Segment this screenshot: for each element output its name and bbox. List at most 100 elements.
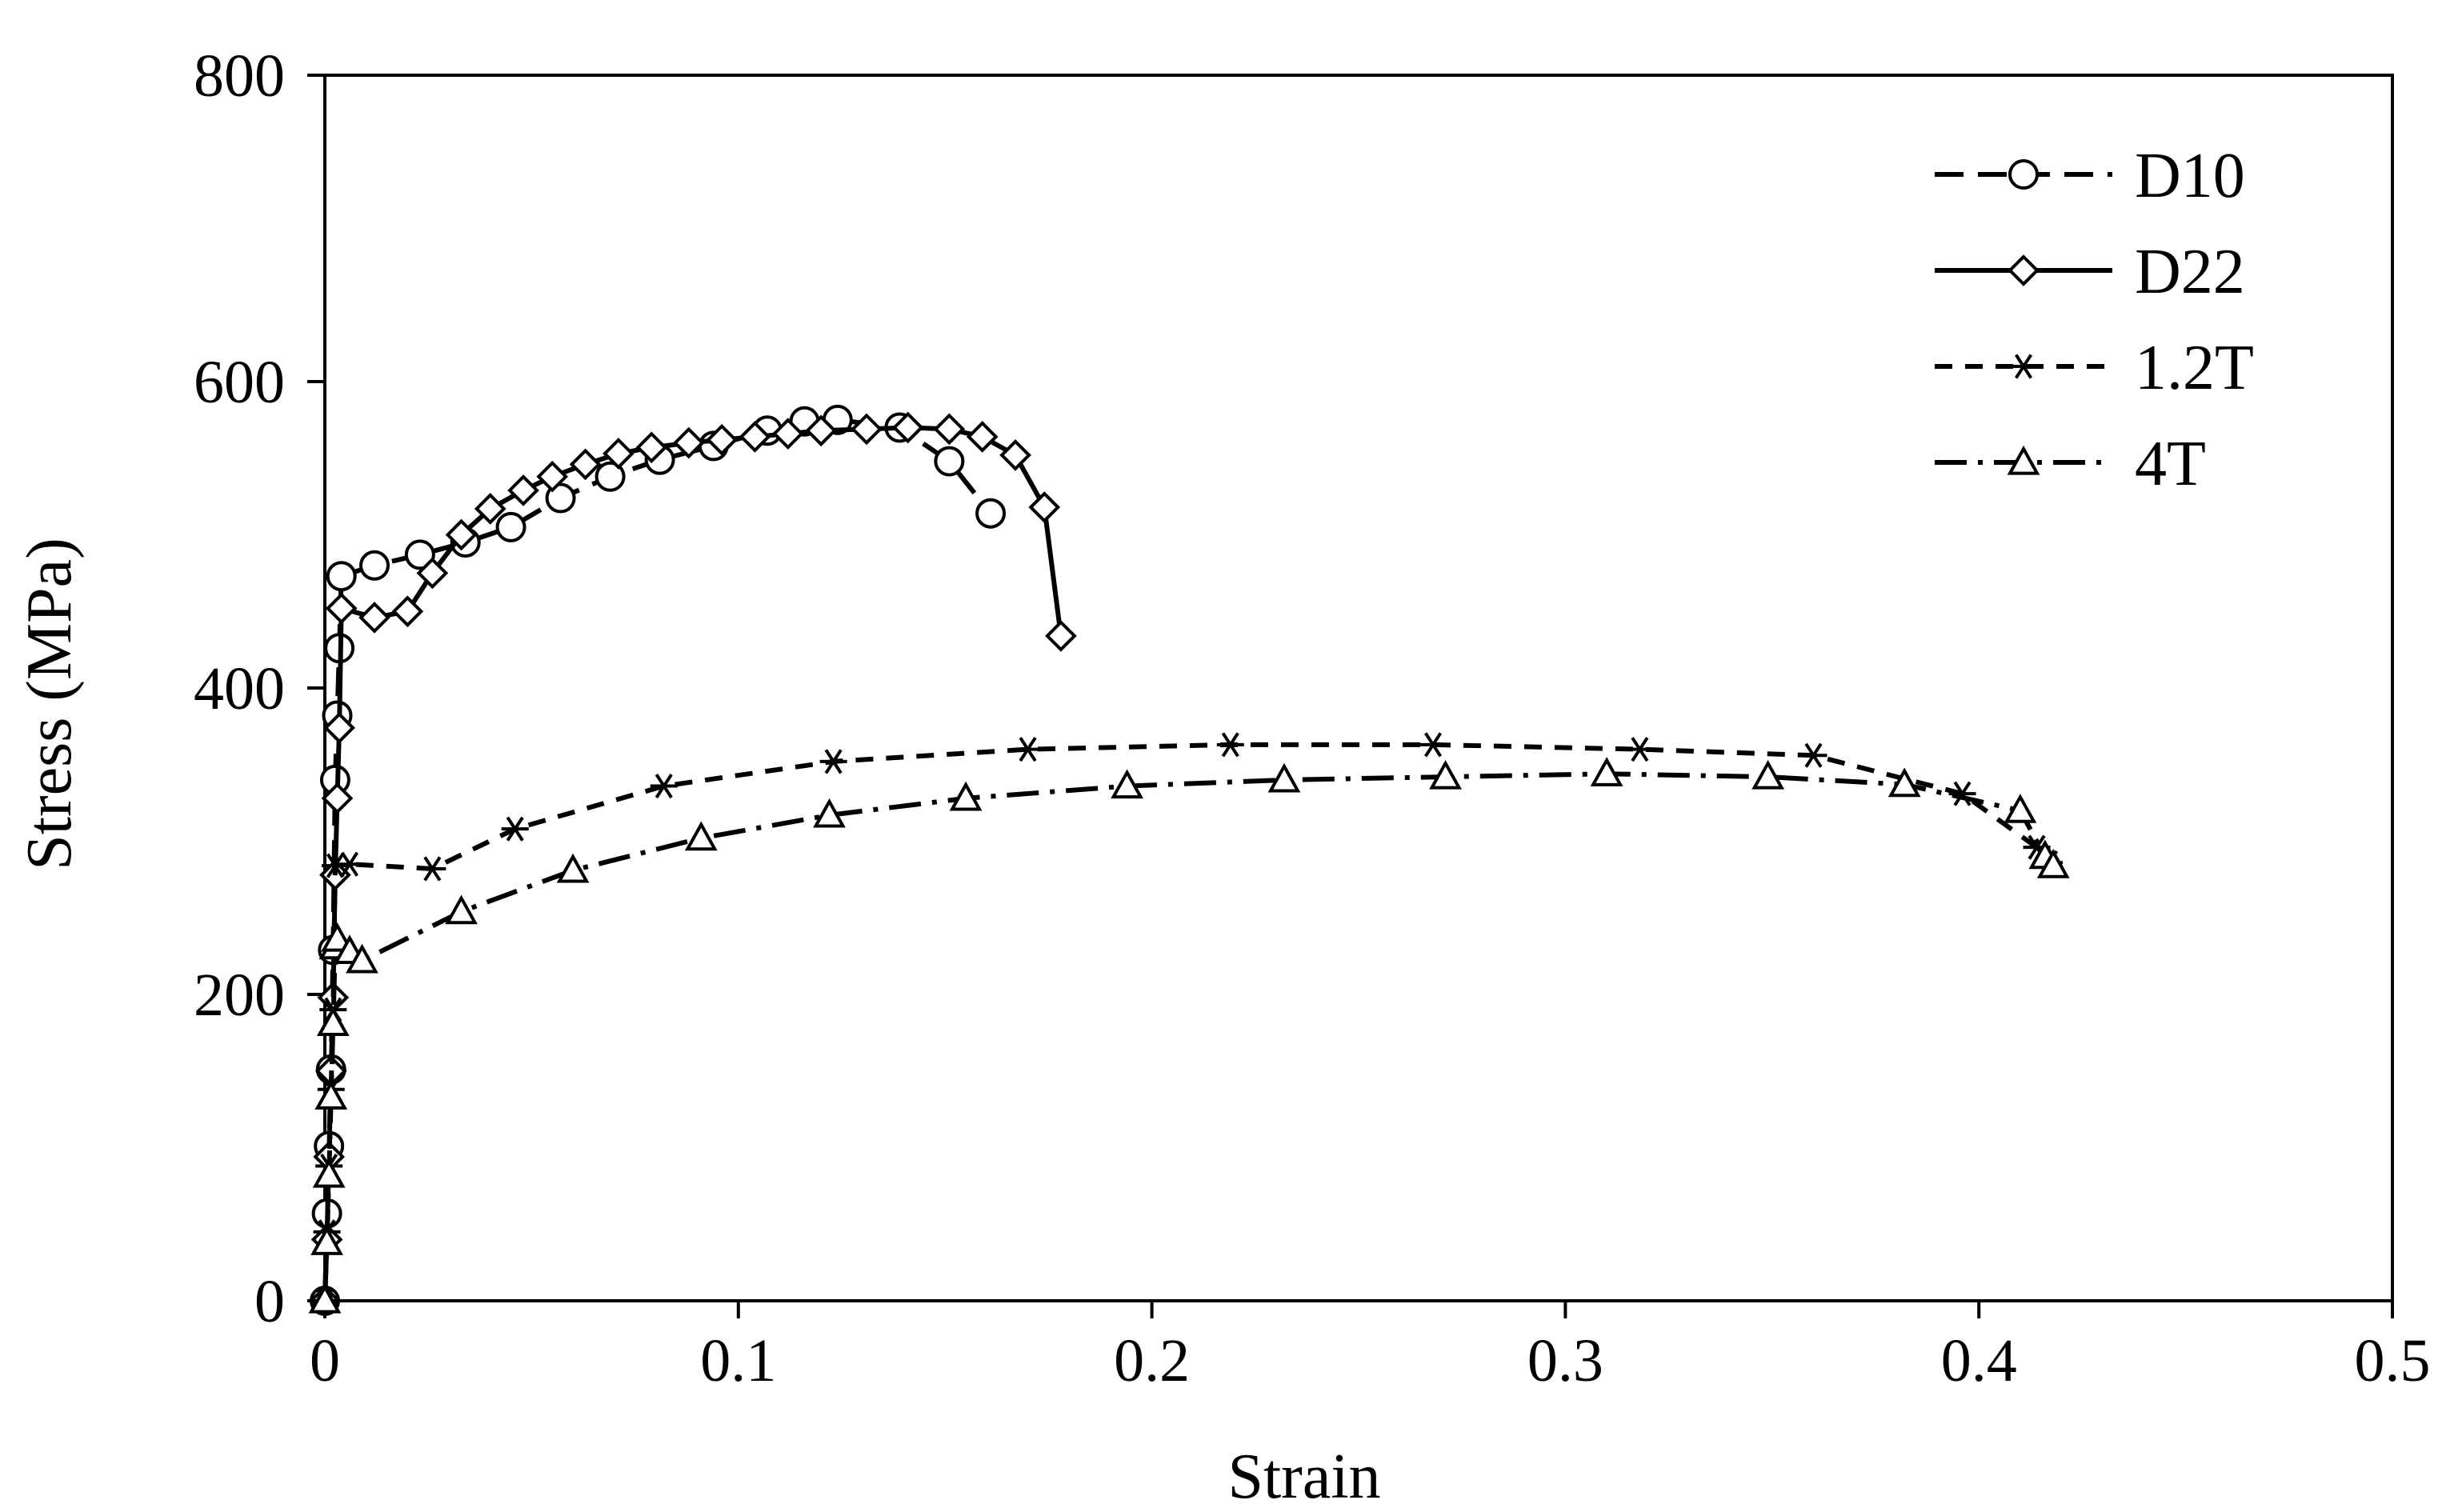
legend-item: 4T: [1935, 429, 2206, 499]
y-tick-label: 800: [194, 42, 285, 110]
data-point: [418, 856, 446, 882]
data-point: [1429, 759, 1462, 790]
data-point: [933, 413, 966, 446]
series-layer: [308, 404, 2070, 1317]
data-point: [314, 1080, 348, 1110]
legend: D10 D22 1.2T 4T: [1935, 141, 2254, 499]
data-point: [416, 557, 449, 590]
data-point: [999, 439, 1031, 471]
data-point: [819, 749, 847, 774]
legend-marker: [2008, 159, 2039, 190]
data-point: [445, 518, 478, 551]
data-point: [326, 561, 357, 592]
data-point: [975, 498, 1007, 529]
data-point: [2004, 794, 2037, 823]
data-point: [569, 448, 602, 481]
data-point: [602, 438, 635, 470]
data-point: [1799, 742, 1827, 768]
series-line: [322, 742, 2052, 1302]
data-point: [474, 493, 506, 525]
data-point: [2036, 849, 2070, 878]
data-point: [346, 943, 378, 974]
series-d10: [310, 404, 1007, 1316]
data-point: [536, 460, 569, 493]
data-point: [966, 421, 999, 453]
x-axis-label: Strain: [1227, 1442, 1380, 1512]
data-point: [650, 774, 678, 799]
data-point: [1028, 491, 1061, 523]
data-point: [1888, 767, 1921, 798]
y-tick-label: 0: [254, 1268, 285, 1335]
data-point: [949, 781, 983, 811]
data-point: [316, 1006, 350, 1036]
data-point: [1419, 732, 1447, 758]
y-tick-label: 600: [194, 349, 285, 416]
data-point: [851, 413, 883, 446]
data-point: [308, 1283, 342, 1314]
data-point: [321, 922, 354, 952]
y-tick-label: 400: [194, 655, 285, 722]
data-point: [684, 821, 718, 851]
data-point: [321, 782, 354, 814]
data-point: [1045, 620, 1077, 652]
data-point: [1751, 759, 1785, 790]
data-point: [1590, 757, 1623, 786]
data-point: [805, 414, 837, 447]
data-point: [312, 1158, 346, 1188]
data-point: [404, 539, 435, 570]
data-point: [934, 446, 965, 477]
data-point: [310, 1226, 343, 1255]
data-point: [1216, 732, 1244, 758]
series-d22: [309, 411, 1077, 1317]
data-point: [556, 853, 590, 883]
series-12t: [311, 732, 2064, 1314]
data-point: [1267, 762, 1301, 793]
data-point: [594, 461, 626, 492]
legend-marker: [2008, 254, 2040, 286]
data-point: [323, 711, 355, 744]
x-tick-label: 0.5: [2355, 1327, 2431, 1394]
legend-item: 1.2T: [1935, 333, 2254, 403]
legend-label: D10: [2135, 141, 2245, 211]
x-tick-label: 0: [310, 1327, 340, 1394]
legend-label: 1.2T: [2135, 333, 2254, 403]
data-point: [891, 411, 924, 444]
y-tick-label: 200: [194, 962, 285, 1029]
data-point: [507, 474, 539, 506]
legend-marker: [2007, 445, 2040, 475]
data-point: [739, 421, 771, 453]
data-point: [813, 798, 846, 828]
axes: [323, 74, 2394, 1302]
axis-ticks: 0 0.1 0.2 0.3 0.4 0.5 0 200 400 600 800: [194, 42, 2431, 1394]
x-tick-label: 0.1: [700, 1327, 776, 1394]
data-point: [545, 482, 576, 514]
data-point: [495, 511, 526, 542]
data-point: [1014, 737, 1042, 762]
series-line: [322, 771, 2056, 1302]
plot-frame: [323, 74, 2394, 1302]
legend-label: D22: [2135, 237, 2245, 307]
legend-item: D22: [1935, 237, 2245, 307]
data-point: [358, 602, 390, 634]
data-point: [635, 431, 668, 464]
legend-item: D10: [1935, 141, 2245, 211]
data-point: [336, 851, 364, 877]
x-tick-label: 0.2: [1114, 1327, 1190, 1394]
data-point: [391, 595, 424, 628]
data-point: [771, 418, 804, 450]
legend-marker: [2010, 354, 2037, 379]
x-tick-label: 0.3: [1527, 1327, 1603, 1394]
data-point: [1626, 737, 1654, 762]
legend-label: 4T: [2135, 429, 2206, 499]
data-point: [501, 816, 529, 842]
y-axis-label: Stress (MPa): [14, 538, 85, 870]
data-point: [706, 423, 738, 456]
data-point: [1111, 769, 1143, 799]
data-point: [359, 550, 390, 581]
data-point: [672, 426, 705, 459]
data-point: [445, 894, 478, 925]
x-tick-label: 0.4: [1941, 1327, 2017, 1394]
data-point: [325, 592, 358, 625]
series-4t: [308, 757, 2070, 1314]
